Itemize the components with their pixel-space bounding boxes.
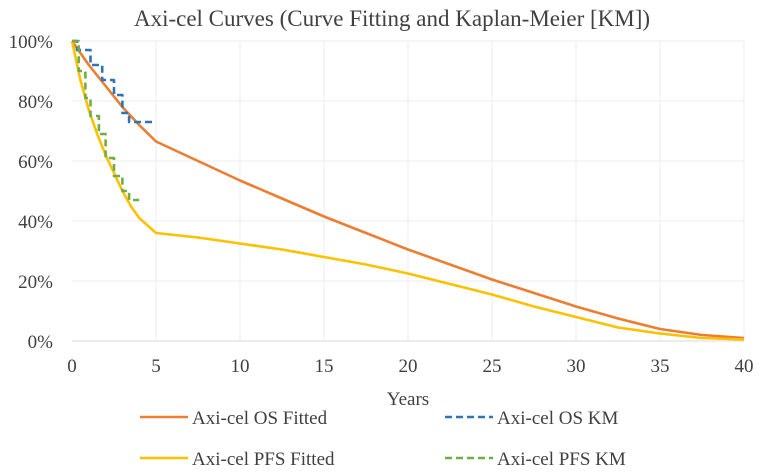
series-line-axi-cel-pfs-fitted: [70, 40, 745, 341]
x-tick-label: 20: [399, 356, 418, 377]
x-tick-label: 10: [231, 356, 250, 377]
x-axis-ticks: 0 5 10 15 20 25 30 35 40: [67, 356, 753, 377]
series-lines: [70, 39, 745, 341]
x-axis-label: Years: [387, 389, 429, 410]
x-tick-label: 30: [567, 356, 586, 377]
y-tick-label: 0%: [28, 332, 54, 353]
y-tick-label: 60%: [18, 152, 53, 173]
legend-label: Axi-cel PFS KM: [497, 449, 626, 470]
x-tick-label: 25: [483, 356, 502, 377]
x-tick-label: 5: [151, 356, 161, 377]
legend-label: Axi-cel PFS Fitted: [192, 449, 335, 470]
chart-title: Axi-cel Curves (Curve Fitting and Kaplan…: [134, 6, 650, 31]
y-tick-label: 80%: [18, 92, 53, 113]
legend-label: Axi-cel OS KM: [497, 408, 618, 429]
y-tick-label: 100%: [9, 32, 54, 53]
x-tick-label: 15: [315, 356, 334, 377]
y-axis-ticks: 0% 20% 40% 60% 80% 100%: [9, 32, 54, 353]
series-line-axi-cel-os-km: [72, 39, 153, 124]
gridlines: [72, 40, 745, 342]
x-tick-label: 0: [67, 356, 77, 377]
x-tick-label: 35: [651, 356, 670, 377]
series-line-axi-cel-os-fitted: [70, 40, 745, 340]
legend: Axi-cel OS Fitted Axi-cel OS KM Axi-cel PF…: [140, 408, 626, 470]
y-tick-label: 40%: [18, 212, 53, 233]
series-line-axi-cel-pfs-km: [72, 39, 140, 202]
y-tick-label: 20%: [18, 272, 53, 293]
legend-label: Axi-cel OS Fitted: [192, 408, 328, 429]
x-tick-label: 40: [735, 356, 754, 377]
